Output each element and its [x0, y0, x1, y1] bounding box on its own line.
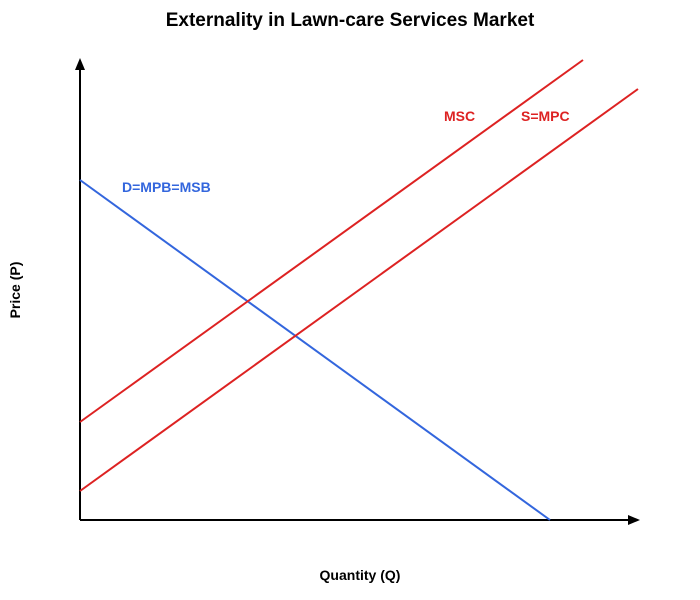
x-axis-label: Quantity (Q)	[320, 567, 401, 583]
msc-curve	[79, 59, 584, 423]
supply-curve	[79, 88, 639, 492]
chart-title: Externality in Lawn-care Services Market	[165, 10, 535, 31]
demand-curve	[79, 179, 551, 521]
y-axis-label: Price (P)	[7, 262, 23, 319]
msc-curve-label: MSC	[444, 108, 475, 124]
demand-curve-label: D=MPB=MSB	[122, 179, 211, 195]
y-axis-arrowhead	[75, 58, 85, 70]
x-axis-arrowhead	[628, 515, 640, 525]
supply-curve-label: S=MPC	[521, 108, 570, 124]
